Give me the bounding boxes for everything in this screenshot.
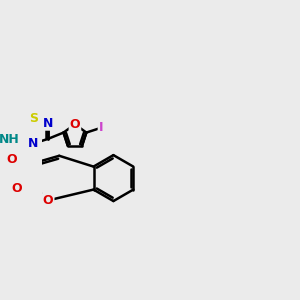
Text: N: N (28, 137, 38, 150)
Text: O: O (6, 153, 17, 167)
Text: N: N (43, 117, 53, 130)
Text: I: I (99, 121, 103, 134)
Text: O: O (70, 118, 80, 131)
Text: S: S (29, 112, 38, 125)
Text: O: O (43, 194, 53, 207)
Text: O: O (12, 182, 22, 195)
Text: NH: NH (0, 134, 20, 146)
